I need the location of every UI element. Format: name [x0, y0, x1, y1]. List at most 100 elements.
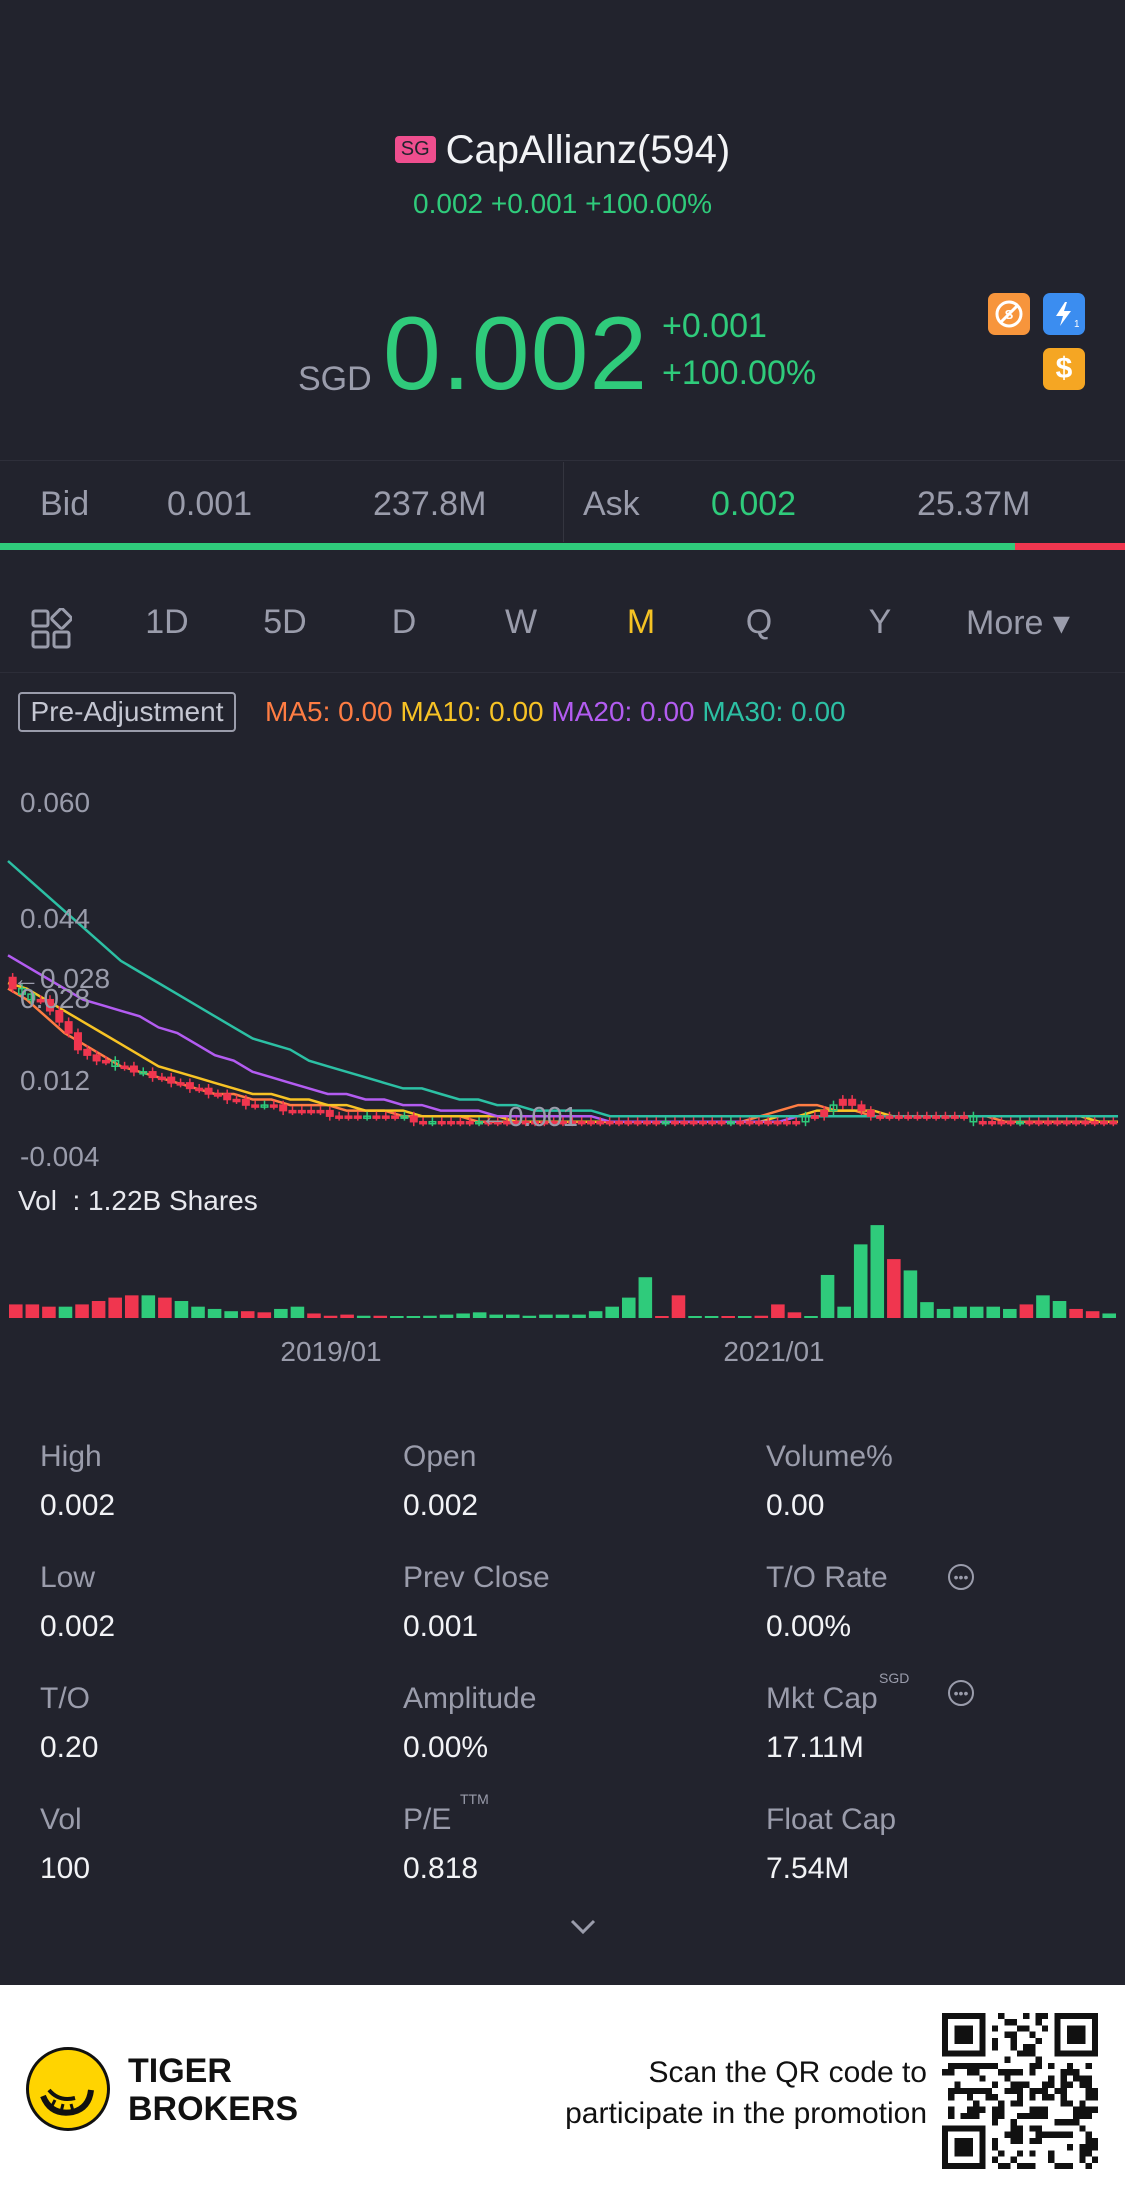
tab-month[interactable]: M — [626, 603, 656, 641]
flash-icon[interactable]: 1 — [1043, 293, 1085, 335]
qr-module — [1041, 2094, 1049, 2101]
candle — [437, 1120, 446, 1125]
qr-module — [1060, 2087, 1067, 2095]
candle — [978, 1120, 987, 1125]
candle — [1090, 1120, 1099, 1125]
qr-module — [966, 2069, 974, 2076]
dollar-icon[interactable]: $ — [1043, 348, 1085, 390]
ask-size: 25.37M — [917, 485, 1031, 523]
tab-more[interactable]: More ▾ — [966, 604, 1070, 642]
volume-bar — [522, 1315, 537, 1318]
qr-module — [1079, 2112, 1086, 2120]
chart-layout-icon[interactable] — [30, 608, 72, 650]
qr-module — [1016, 2050, 1024, 2057]
volume-bar — [1003, 1308, 1017, 1318]
qr-module — [1016, 2137, 1024, 2145]
qr-module — [1035, 2013, 1042, 2020]
candle — [913, 1115, 922, 1119]
qr-module — [979, 2075, 986, 2082]
price-chart[interactable]: 0.060 0.044 0.028 0.012 -0.004 ←0.028 ←0… — [0, 760, 1125, 1380]
volume-bar — [539, 1314, 553, 1318]
qr-module — [1029, 2062, 1036, 2070]
bid-strength-bar — [0, 543, 1015, 550]
stat-float-cap-label: Float Cap — [766, 1803, 897, 1836]
qr-module — [1023, 2050, 1030, 2057]
qr-module — [991, 2137, 999, 2145]
qr-module — [1079, 2081, 1086, 2088]
candle — [381, 1115, 390, 1119]
tab-5d[interactable]: 5D — [263, 603, 307, 641]
candle — [792, 1120, 801, 1125]
qr-module — [991, 2144, 999, 2151]
brand-line-1: TIGER — [128, 2052, 232, 2090]
volume-bar — [1019, 1304, 1034, 1318]
volume-bar — [754, 1315, 769, 1318]
stat-turnover-label: T/O — [40, 1682, 90, 1715]
volume-bar — [240, 1311, 255, 1318]
candle — [167, 1076, 176, 1084]
candle — [605, 1120, 614, 1125]
candle — [73, 1032, 82, 1051]
tab-quarter[interactable]: Q — [745, 603, 773, 641]
qr-finder — [1066, 2025, 1086, 2045]
candle — [1016, 1120, 1025, 1125]
qr-module — [1085, 2137, 1092, 2145]
tab-day[interactable]: D — [391, 603, 417, 641]
qr-module — [985, 2062, 992, 2070]
qr-module — [1035, 2037, 1042, 2045]
qr-module — [1004, 2019, 1011, 2026]
no-short-icon[interactable]: S — [988, 293, 1030, 335]
candle — [400, 1115, 409, 1119]
candle — [904, 1115, 913, 1119]
stat-vol-value: 100 — [40, 1852, 91, 1885]
qr-module — [1004, 2069, 1011, 2076]
volume-bar — [307, 1313, 321, 1318]
candle — [885, 1115, 894, 1119]
qr-module — [1010, 2119, 1017, 2126]
volume-bar — [439, 1314, 454, 1318]
pre-adjustment-toggle[interactable]: Pre-Adjustment — [18, 692, 236, 732]
qr-module — [1010, 2019, 1017, 2026]
tab-1d[interactable]: 1D — [145, 603, 189, 641]
volume-bar — [489, 1314, 504, 1318]
more-info-icon[interactable]: ••• — [948, 1564, 974, 1590]
volume-bar — [605, 1306, 619, 1318]
qr-module — [973, 2087, 980, 2095]
candle — [316, 1109, 325, 1114]
qr-module — [1035, 2137, 1042, 2145]
candle — [493, 1120, 502, 1125]
tab-year[interactable]: Y — [868, 603, 892, 641]
qr-module — [1004, 2056, 1011, 2063]
qr-module — [960, 2062, 967, 2070]
qr-module — [979, 2062, 986, 2070]
volume-bar — [75, 1304, 89, 1318]
qr-module — [991, 2106, 999, 2113]
candle — [1025, 1120, 1034, 1125]
tab-week[interactable]: W — [504, 603, 538, 641]
volume-bar — [174, 1301, 189, 1318]
qr-module — [1041, 2112, 1049, 2120]
qr-module — [1091, 2087, 1098, 2095]
candle — [997, 1120, 1006, 1125]
qr-module — [1048, 2150, 1055, 2157]
qr-module — [1035, 2056, 1042, 2063]
candle — [932, 1115, 941, 1119]
volume-bar — [1102, 1313, 1116, 1318]
qr-code[interactable] — [942, 2013, 1098, 2169]
qr-module — [966, 2112, 974, 2120]
chevron-down-icon[interactable] — [568, 1917, 598, 1937]
candle — [670, 1120, 679, 1125]
qr-module — [1023, 2112, 1030, 2120]
qr-module — [1029, 2162, 1036, 2169]
qr-module — [979, 2106, 986, 2113]
candle — [988, 1120, 997, 1125]
promo-line-1: Scan the QR code to — [648, 2056, 928, 2089]
qr-module — [1023, 2025, 1030, 2032]
qr-module — [1091, 2144, 1098, 2151]
brand-line-2: BROKERS — [128, 2090, 299, 2128]
more-info-icon[interactable]: ••• — [948, 1680, 974, 1706]
price-currency: SGD — [298, 360, 372, 398]
qr-module — [1041, 2081, 1049, 2088]
qr-module — [942, 2069, 949, 2076]
qr-module — [1041, 2131, 1049, 2138]
